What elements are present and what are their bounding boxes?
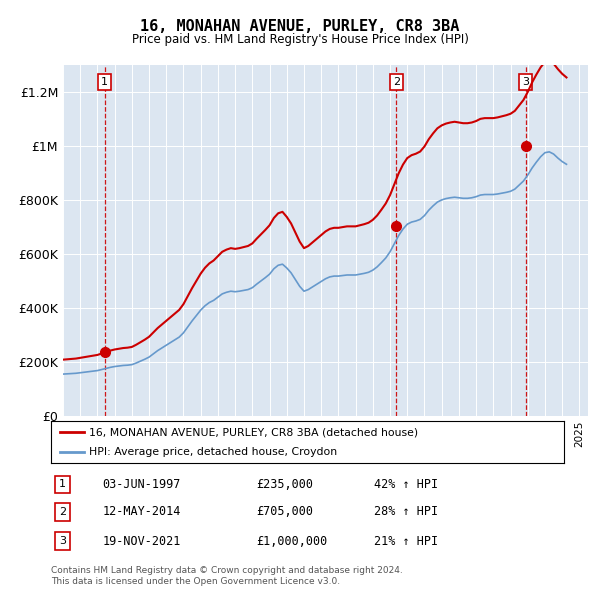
Text: £235,000: £235,000 — [256, 478, 313, 491]
Text: 16, MONAHAN AVENUE, PURLEY, CR8 3BA: 16, MONAHAN AVENUE, PURLEY, CR8 3BA — [140, 19, 460, 34]
Text: 28% ↑ HPI: 28% ↑ HPI — [374, 505, 439, 519]
Text: Price paid vs. HM Land Registry's House Price Index (HPI): Price paid vs. HM Land Registry's House … — [131, 33, 469, 46]
Text: 19-NOV-2021: 19-NOV-2021 — [103, 535, 181, 548]
Text: 2: 2 — [59, 507, 66, 517]
Text: 2: 2 — [392, 77, 400, 87]
Text: 03-JUN-1997: 03-JUN-1997 — [103, 478, 181, 491]
Text: 3: 3 — [59, 536, 66, 546]
Text: 1: 1 — [101, 77, 108, 87]
Text: £1,000,000: £1,000,000 — [256, 535, 328, 548]
Text: 21% ↑ HPI: 21% ↑ HPI — [374, 535, 439, 548]
Text: 16, MONAHAN AVENUE, PURLEY, CR8 3BA (detached house): 16, MONAHAN AVENUE, PURLEY, CR8 3BA (det… — [89, 427, 419, 437]
Text: Contains HM Land Registry data © Crown copyright and database right 2024.
This d: Contains HM Land Registry data © Crown c… — [51, 566, 403, 586]
Text: £705,000: £705,000 — [256, 505, 313, 519]
Text: HPI: Average price, detached house, Croydon: HPI: Average price, detached house, Croy… — [89, 447, 338, 457]
Text: 3: 3 — [522, 77, 529, 87]
Text: 42% ↑ HPI: 42% ↑ HPI — [374, 478, 439, 491]
Text: 1: 1 — [59, 480, 66, 489]
Text: 12-MAY-2014: 12-MAY-2014 — [103, 505, 181, 519]
